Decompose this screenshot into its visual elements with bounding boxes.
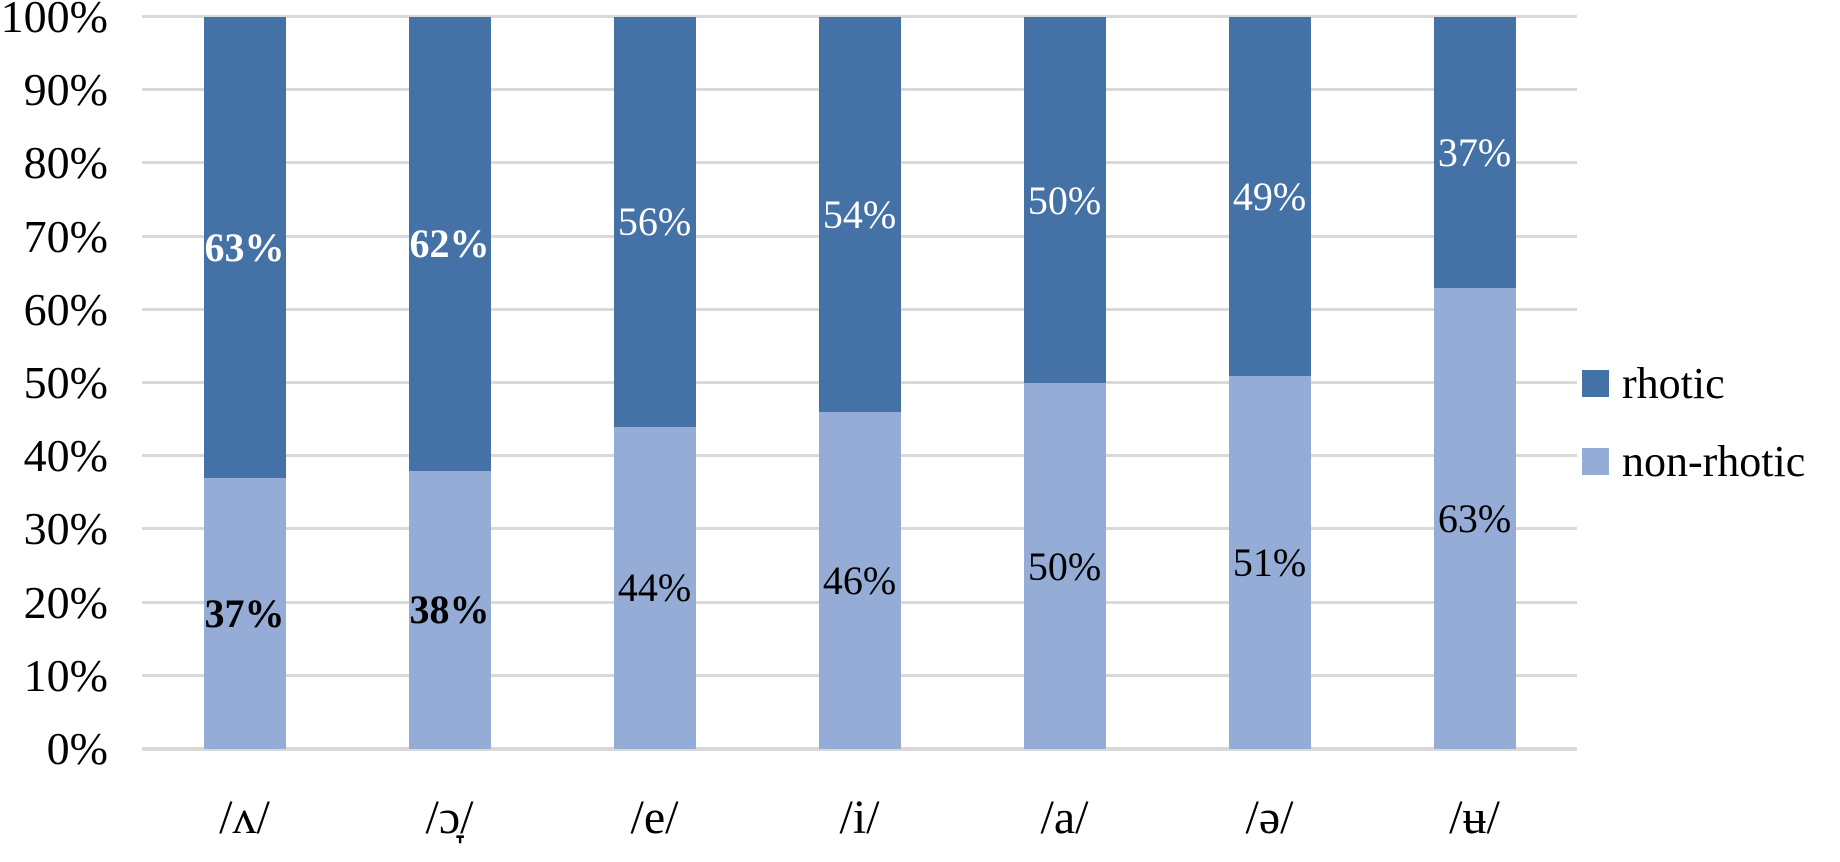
bar-column: 54% 46%	[818, 17, 901, 749]
x-axis-category-label: /ʌ/	[219, 791, 270, 844]
bar-segment-non-rhotic: 44%	[613, 426, 696, 749]
bar-column: 56% 44%	[613, 17, 696, 749]
y-axis-tick-label: 10%	[23, 649, 108, 701]
bar-segment-non-rhotic: 46%	[818, 412, 901, 749]
bar-segment-non-rhotic: 37%	[203, 478, 286, 749]
bar-value-label: 50%	[1027, 543, 1102, 589]
bar-value-label: 62%	[409, 221, 490, 267]
bar-value-label: 56%	[617, 199, 692, 245]
bar-segment-non-rhotic: 63%	[1433, 287, 1516, 749]
bar-value-label: 37%	[204, 591, 285, 637]
x-axis: /ʌ/ /ɔ̞/ /e/ /i/ /a/ /ə/ /ʉ/	[142, 778, 1577, 858]
bar-segment-non-rhotic: 51%	[1228, 375, 1311, 749]
y-axis-tick-label: 40%	[23, 430, 108, 482]
bar-column: 63% 37%	[203, 17, 286, 749]
bar-column: 37% 63%	[1433, 17, 1516, 749]
bar-value-label: 44%	[617, 565, 692, 611]
gridline	[142, 747, 1577, 751]
bar-segment-non-rhotic: 38%	[408, 470, 491, 749]
legend-item-non-rhotic: non-rhotic	[1582, 436, 1806, 486]
bar-value-label: 49%	[1232, 173, 1307, 219]
bar-segment-rhotic: 63%	[203, 17, 286, 479]
x-axis-category-label: /e/	[630, 791, 679, 844]
bar-value-label: 37%	[1437, 129, 1512, 175]
bar-value-label: 63%	[204, 225, 285, 271]
legend-item-rhotic: rhotic	[1582, 358, 1805, 408]
y-axis-tick-label: 60%	[23, 283, 108, 335]
y-axis-tick-label: 0%	[46, 723, 108, 774]
legend: rhotic non-rhotic	[1582, 358, 1806, 516]
bar-segment-rhotic: 62%	[408, 17, 491, 471]
gridline	[142, 15, 1577, 18]
x-axis-category-label: /ɔ̞/	[425, 791, 474, 844]
bar-segment-rhotic: 37%	[1433, 17, 1516, 288]
bar-segment-rhotic: 56%	[613, 17, 696, 427]
y-axis-tick-label: 100%	[0, 0, 108, 42]
bar-value-label: 50%	[1027, 177, 1102, 223]
x-axis-category-label: /a/	[1040, 791, 1089, 844]
x-axis-category-label: /ə/	[1245, 791, 1294, 844]
x-axis-category-label: /ʉ/	[1449, 791, 1500, 844]
x-axis-category-label: /i/	[839, 791, 880, 844]
y-axis-tick-label: 50%	[23, 357, 108, 408]
legend-swatch-icon	[1582, 369, 1609, 397]
plot-area: 63% 37% 62% 38% 56% 44% 54% 46% 50% 50% 49% 51% 37% 6…	[142, 15, 1577, 751]
y-axis-tick-label: 20%	[23, 576, 108, 628]
bar-segment-rhotic: 50%	[1023, 17, 1106, 383]
bars-group: 63% 37% 62% 38% 56% 44% 54% 46% 50% 50% 49% 51% 37% 6…	[142, 17, 1577, 749]
legend-label: rhotic	[1622, 358, 1725, 408]
bar-column: 62% 38%	[408, 17, 491, 749]
bar-column: 50% 50%	[1023, 17, 1106, 749]
bar-value-label: 63%	[1437, 495, 1512, 541]
bar-value-label: 54%	[822, 192, 897, 238]
legend-swatch-icon	[1582, 447, 1609, 475]
y-axis-tick-label: 80%	[23, 137, 108, 189]
legend-label: non-rhotic	[1622, 436, 1806, 486]
bar-value-label: 38%	[409, 587, 490, 633]
bar-segment-non-rhotic: 50%	[1023, 383, 1106, 749]
y-axis-tick-label: 70%	[23, 210, 108, 262]
y-axis: 100% 90% 80% 70% 60% 50% 40% 30% 20% 10% 0%	[0, 0, 128, 774]
bar-value-label: 46%	[822, 558, 897, 604]
bar-column: 49% 51%	[1228, 17, 1311, 749]
y-axis-tick-label: 30%	[23, 503, 108, 555]
y-axis-tick-label: 90%	[23, 64, 108, 116]
bar-segment-rhotic: 54%	[818, 17, 901, 413]
bar-value-label: 51%	[1232, 539, 1307, 585]
bar-segment-rhotic: 49%	[1228, 17, 1311, 376]
